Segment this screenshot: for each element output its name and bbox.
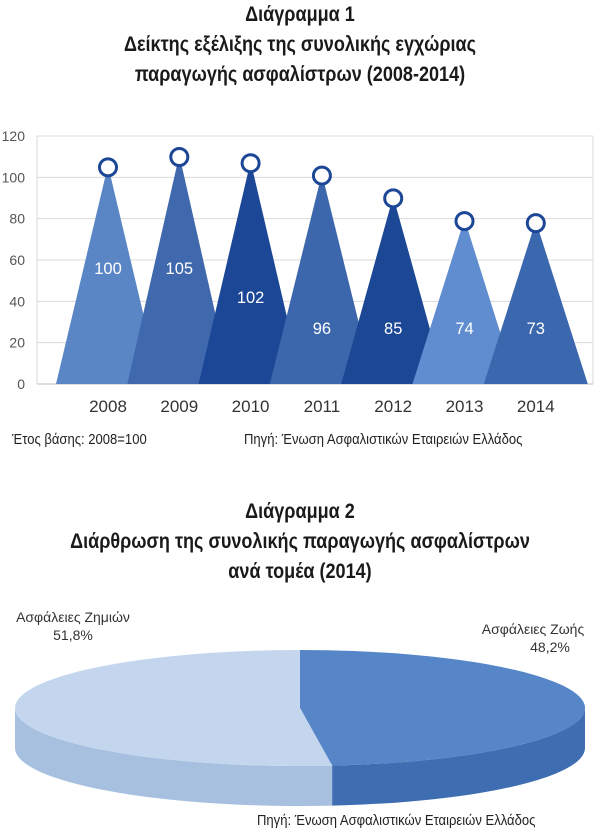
data-label-2008: 100 <box>94 260 122 278</box>
y-tick-label: 60 <box>9 252 25 268</box>
x-tick-label: 2010 <box>232 397 270 416</box>
x-tick-label: 2008 <box>89 397 127 416</box>
bar-2010 <box>198 161 303 384</box>
slice-damage <box>15 650 333 766</box>
chart1-title-line3: παραγωγής ασφαλίστρων (2008-2014) <box>134 63 466 86</box>
bars <box>56 155 588 384</box>
bar-2008 <box>56 165 160 384</box>
sector-pie-chart: Ασφάλειες Ζημιών 51,8% Ασφάλειες Ζωής 48,2% <box>15 609 585 806</box>
y-tick-label: 0 <box>17 376 25 392</box>
chart1-source: Πηγή: Ένωση Ασφαλιστικών Εταιρειών Ελλάδ… <box>244 432 523 448</box>
x-tick-label: 2013 <box>446 397 484 416</box>
pie-sides <box>15 708 585 806</box>
slice-value-life: 48,2% <box>530 639 570 655</box>
x-tick-label: 2011 <box>304 397 341 416</box>
chart1-title-line1: Διάγραμμα 1 <box>245 3 355 26</box>
x-tick-labels: 2008 2009 2010 2011 2012 2013 2014 <box>89 397 555 416</box>
y-tick-label: 100 <box>2 169 26 185</box>
data-label-2014: 73 <box>527 320 545 338</box>
markers <box>98 147 546 234</box>
data-label-2012: 85 <box>384 320 402 338</box>
data-label-2010: 102 <box>237 289 265 307</box>
slice-life <box>300 650 585 766</box>
y-tick-labels: 0 20 40 60 80 100 120 <box>2 128 26 392</box>
bar-2012 <box>341 196 446 384</box>
y-tick-label: 120 <box>2 128 26 144</box>
chart2-source: Πηγή: Ένωση Ασφαλιστικών Εταιρειών Ελλάδ… <box>257 813 536 829</box>
y-tick-label: 40 <box>9 293 25 309</box>
pie-tops <box>15 650 585 766</box>
chart2-title-line2: Διάρθρωση της συνολικής παραγωγής ασφαλί… <box>70 530 530 553</box>
data-label-2011: 96 <box>313 320 331 338</box>
slice-label-life: Ασφάλειες Ζωής <box>482 621 585 637</box>
pie-labels: Ασφάλειες Ζημιών 51,8% Ασφάλειες Ζωής 48,2% <box>16 609 584 655</box>
data-labels: 100 105 102 96 85 74 73 <box>94 260 545 338</box>
data-label-2009: 105 <box>166 260 194 278</box>
point-marker-2012 <box>383 188 404 209</box>
point-marker-2009 <box>169 147 190 167</box>
chart2-title-line3: ανά τομέα (2014) <box>228 560 372 583</box>
point-marker-2014 <box>525 213 546 234</box>
chart1-title-line2: Δείκτης εξέλιξης της συνολικής εγχώριας <box>123 33 477 56</box>
bar-2014 <box>483 221 588 384</box>
point-marker-2013 <box>454 211 475 232</box>
base-year-note: Έτος βάσης: 2008=100 <box>12 432 147 448</box>
slice-label-damage: Ασφάλειες Ζημιών <box>16 609 130 625</box>
x-tick-label: 2012 <box>374 397 412 416</box>
x-tick-label: 2009 <box>160 397 198 416</box>
point-marker-2011 <box>311 165 332 186</box>
point-marker-2010 <box>240 153 261 174</box>
x-tick-label: 2014 <box>517 397 555 416</box>
chart2-title-line1: Διάγραμμα 2 <box>245 500 355 523</box>
bar-2013 <box>412 219 517 384</box>
y-tick-label: 80 <box>9 211 25 227</box>
slice-side-damage <box>15 708 333 806</box>
y-tick-label: 20 <box>9 335 25 351</box>
slice-value-damage: 51,8% <box>53 627 93 643</box>
bar-2009 <box>127 155 232 384</box>
point-marker-2008 <box>98 157 118 178</box>
slice-side-life <box>332 708 585 806</box>
bar-2011 <box>269 173 374 384</box>
data-label-2013: 74 <box>455 320 473 338</box>
